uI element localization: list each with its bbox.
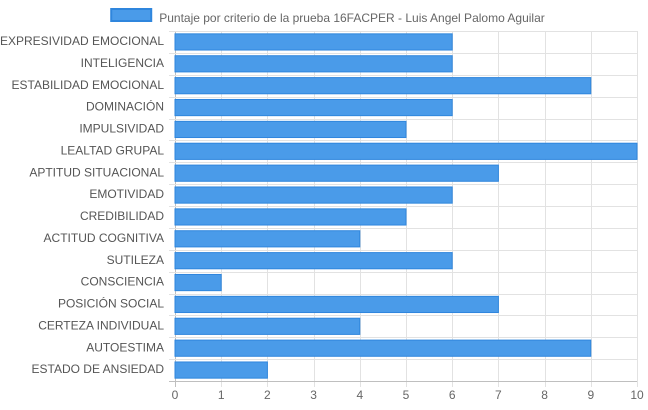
bar-aptitud-situacional[interactable] (174, 164, 499, 182)
y-tick-label: APTITUD SITUACIONAL (29, 165, 164, 179)
x-tick-label: 6 (449, 388, 456, 402)
bar-consciencia[interactable] (174, 273, 222, 292)
y-tick-label: ESTABILIDAD EMOCIONAL (12, 78, 165, 92)
bar-autoestima[interactable] (174, 339, 592, 357)
y-axis-labels: EXPRESIVIDAD EMOCIONAL INTELIGENCIA ESTABI… (0, 34, 164, 376)
bar-expresividad-emocional[interactable] (174, 33, 453, 51)
y-tick-label: LEALTAD GRUPAL (61, 143, 165, 157)
bar-credibilidad[interactable] (174, 208, 407, 226)
bar-lealtad-grupal[interactable] (174, 142, 638, 160)
bar-sutileza[interactable] (174, 252, 453, 270)
y-tick-label: POSICIÓN SOCIAL (58, 296, 164, 311)
x-axis-labels: 0 1 2 3 4 5 6 7 8 9 10 (172, 388, 644, 402)
legend-label: Puntaje por criterio de la prueba 16FACP… (159, 11, 545, 25)
bar-impulsividad[interactable] (174, 120, 407, 139)
bar-certeza-individual[interactable] (174, 317, 361, 335)
y-tick-label: CONSCIENCIA (81, 275, 164, 289)
bar-emotividad[interactable] (174, 186, 453, 204)
x-tick-label: 4 (356, 388, 363, 402)
bar-estado-de-ansiedad[interactable] (174, 361, 268, 379)
y-tick-label: CREDIBILIDAD (80, 209, 164, 223)
bar-dominaci-n[interactable] (174, 98, 453, 117)
x-tick-label: 10 (630, 388, 644, 402)
y-tick-label: EMOTIVIDAD (89, 187, 164, 201)
x-tick-label: 0 (172, 388, 179, 402)
legend[interactable]: Puntaje por criterio de la prueba 16FACP… (110, 8, 545, 25)
bar-posici-n-social[interactable] (174, 295, 499, 314)
y-tick-label: IMPULSIVIDAD (79, 122, 164, 136)
y-tick-label: ESTADO DE ANSIEDAD (32, 362, 165, 376)
bar-actitud-cognitiva[interactable] (174, 230, 361, 248)
bars (174, 33, 638, 379)
x-tick-label: 1 (218, 388, 225, 402)
y-tick-label: AUTOESTIMA (86, 340, 164, 354)
bar-estabilidad-emocional[interactable] (174, 77, 592, 95)
y-tick-label: INTELIGENCIA (81, 56, 164, 70)
x-tick-label: 3 (310, 388, 317, 402)
x-tick-label: 2 (264, 388, 271, 402)
x-tick-label: 9 (587, 388, 594, 402)
x-tick-label: 5 (403, 388, 410, 402)
y-tick-label: ACTITUD COGNITIVA (44, 231, 164, 245)
y-tick-label: CERTEZA INDIVIDUAL (38, 318, 164, 332)
legend-swatch (110, 8, 153, 22)
x-tick-label: 8 (541, 388, 548, 402)
y-tick-label: DOMINACIÓN (86, 99, 164, 114)
x-tick-label: 7 (495, 388, 502, 402)
y-tick-label: EXPRESIVIDAD EMOCIONAL (0, 34, 164, 48)
bar-inteligencia[interactable] (174, 55, 453, 73)
y-tick-label: SUTILEZA (107, 253, 164, 267)
